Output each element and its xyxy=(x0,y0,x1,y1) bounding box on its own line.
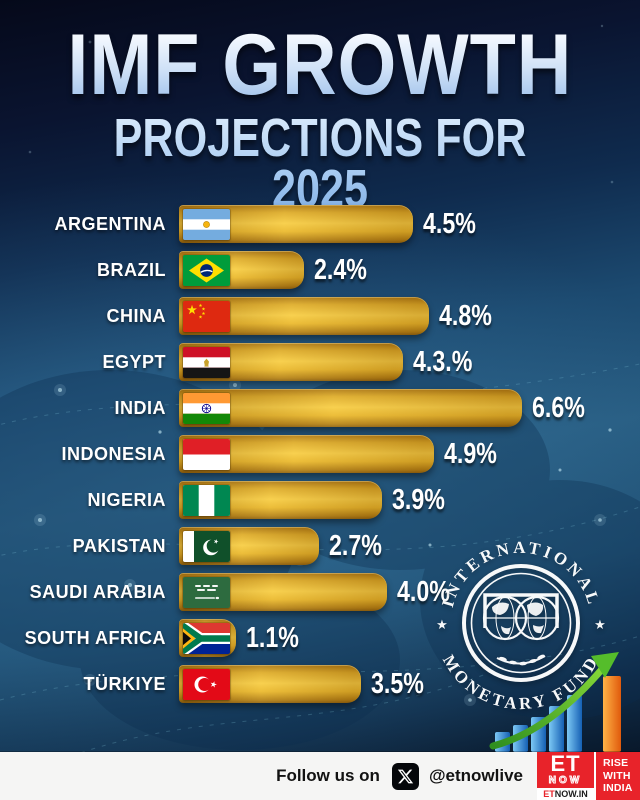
x-twitter-icon xyxy=(391,762,419,790)
flag-egypt-icon xyxy=(183,346,230,378)
value-label: 4.3.% xyxy=(413,345,473,378)
bar-nigeria xyxy=(179,481,382,519)
value-label: 1.1% xyxy=(246,621,299,654)
country-label: INDONESIA xyxy=(61,443,166,464)
flag-argentina-icon xyxy=(183,208,230,240)
rise-with-india-badge: RISE WITH INDIA xyxy=(594,752,640,800)
growth-bar-chart: ARGENTINA 4.5% BRAZIL xyxy=(0,205,640,711)
chart-row-indonesia: INDONESIA 4.9% xyxy=(0,435,640,473)
flag-china-icon xyxy=(183,300,230,332)
flag-nigeria-icon xyxy=(183,484,230,516)
etnow-site-url: ETNOW.IN xyxy=(537,788,594,800)
bar-turkiye xyxy=(179,665,361,703)
chart-row-china: CHINA 4.8% xyxy=(0,297,640,335)
value-label: 4.5% xyxy=(423,207,476,240)
value-label: 4.9% xyxy=(444,437,497,470)
value-label: 6.6% xyxy=(532,391,585,424)
flag-india-icon xyxy=(183,392,230,424)
value-label: 3.9% xyxy=(392,483,445,516)
title-line1: IMF GROWTH xyxy=(67,17,573,113)
country-label: BRAZIL xyxy=(97,259,166,280)
value-label: 3.5% xyxy=(371,667,424,700)
social-handle: @etnowlive xyxy=(428,766,523,785)
flag-indonesia-icon xyxy=(183,438,230,470)
growth-arrow-chart-icon xyxy=(489,652,621,752)
rise-line: INDIA xyxy=(603,782,633,795)
country-label: PAKISTAN xyxy=(72,535,166,556)
bar-saudi-arabia xyxy=(179,573,387,611)
country-label: INDIA xyxy=(114,397,166,418)
value-label: 2.4% xyxy=(314,253,367,286)
chart-row-pakistan: PAKISTAN 2.7% xyxy=(0,527,640,565)
value-label: 2.7% xyxy=(329,529,382,562)
follow-us-text: Follow us on xyxy=(276,766,380,785)
rise-line: RISE xyxy=(603,757,629,770)
bar-india xyxy=(179,389,522,427)
chart-row-south-africa: SOUTH AFRICA 1.1% xyxy=(0,619,640,657)
flag-saudi-arabia-icon xyxy=(183,576,230,608)
chart-row-turkiye: TÜRKIYE 3.5% xyxy=(0,665,640,703)
etnow-logo: ET NOW ETNOW.IN xyxy=(537,752,594,800)
footer-bar: Follow us on @etnowlive ET NOW ETNOW.IN … xyxy=(0,752,640,800)
rise-line: WITH xyxy=(603,769,631,782)
bar-egypt xyxy=(179,343,403,381)
title-line2: PROJECTIONS FOR 2025 xyxy=(64,111,576,216)
bar-south-africa xyxy=(179,619,236,657)
country-label: NIGERIA xyxy=(87,489,166,510)
country-label: TÜRKIYE xyxy=(83,673,166,694)
flag-south-africa-icon xyxy=(183,622,230,654)
country-label: EGYPT xyxy=(102,351,166,372)
imf-star-right: ★ xyxy=(594,617,606,632)
chart-row-india: INDIA 6.6% xyxy=(0,389,640,427)
imf-logo: INTERNATIONAL MONETARY FUND ★ ★ xyxy=(436,538,606,713)
chart-row-saudi-arabia: SAUDI ARABIA 4.0% xyxy=(0,573,640,611)
chart-row-argentina: ARGENTINA 4.5% xyxy=(0,205,640,243)
bar-indonesia xyxy=(179,435,434,473)
bar-pakistan xyxy=(179,527,319,565)
imf-star-left: ★ xyxy=(436,617,448,632)
bar-brazil xyxy=(179,251,304,289)
bar-china xyxy=(179,297,429,335)
bar-argentina xyxy=(179,205,413,243)
etnow-logo-now: NOW xyxy=(548,775,583,787)
etnow-logo-et: ET xyxy=(550,751,581,776)
flag-pakistan-icon xyxy=(183,530,230,562)
chart-row-egypt: EGYPT 4.3.% xyxy=(0,343,640,381)
country-label: CHINA xyxy=(106,305,166,326)
flag-brazil-icon xyxy=(183,254,230,286)
poster-title: IMF GROWTH PROJECTIONS FOR 2025 xyxy=(0,17,640,216)
flag-turkiye-icon xyxy=(183,668,230,700)
value-label: 4.0% xyxy=(397,575,450,608)
country-label: SOUTH AFRICA xyxy=(24,627,166,648)
chart-row-brazil: BRAZIL 2.4% xyxy=(0,251,640,289)
country-label: ARGENTINA xyxy=(54,213,166,234)
country-label: SAUDI ARABIA xyxy=(29,581,166,602)
chart-row-nigeria: NIGERIA 3.9% xyxy=(0,481,640,519)
value-label: 4.8% xyxy=(439,299,492,332)
